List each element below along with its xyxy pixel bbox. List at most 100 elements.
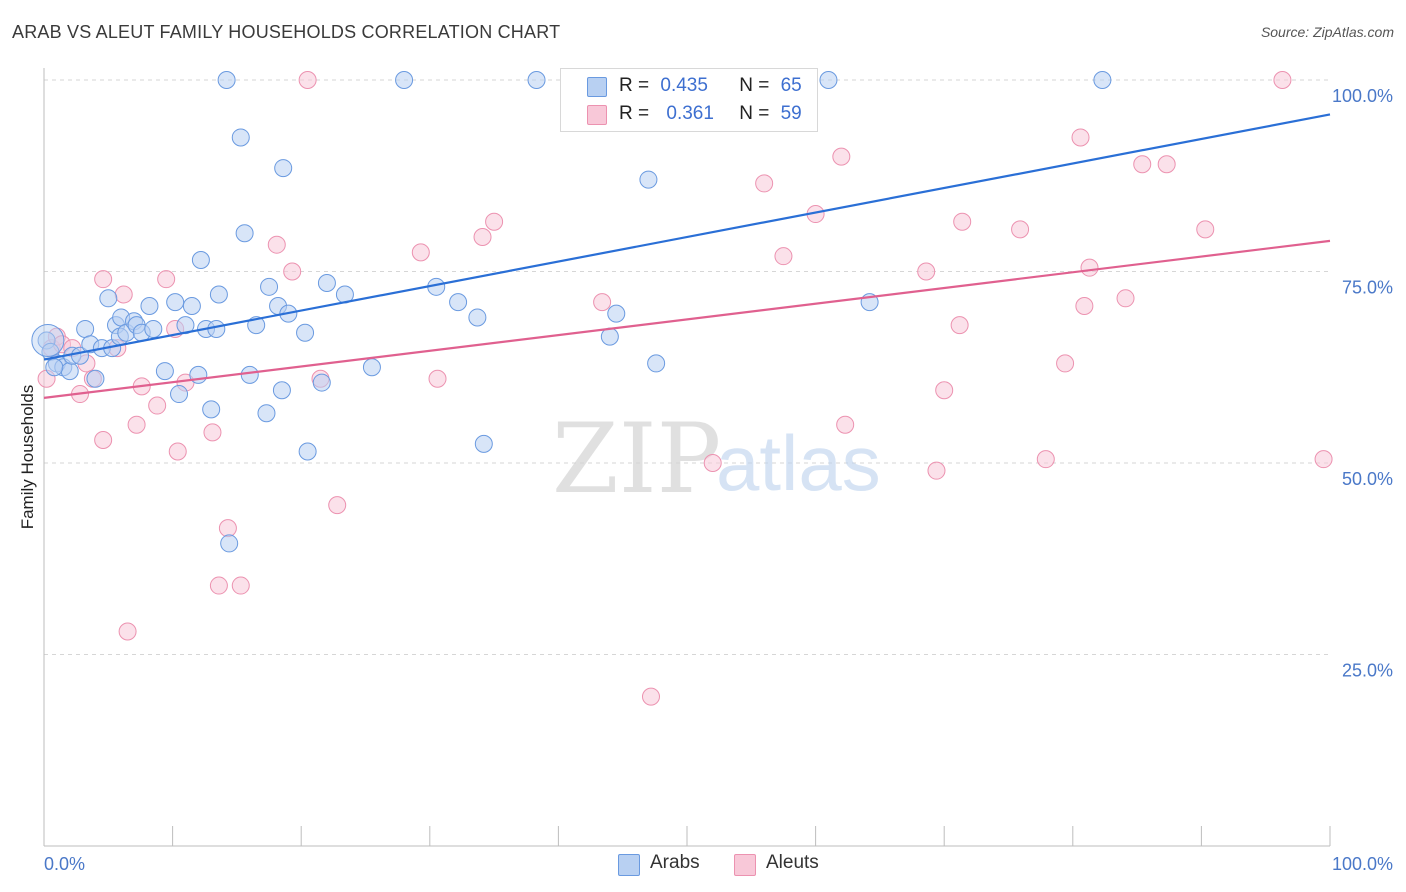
aleuts-point-49 xyxy=(1056,354,1075,373)
arabs-point-26 xyxy=(182,296,201,315)
arabs-point-58 xyxy=(607,304,626,323)
arabs-point-46 xyxy=(298,442,317,461)
arabs-point-21 xyxy=(144,319,163,338)
series-aleuts-points xyxy=(37,71,1333,706)
chart-title: ARAB VS ALEUT FAMILY HOUSEHOLDS CORRELAT… xyxy=(12,22,561,42)
arabs-point-54 xyxy=(468,308,487,327)
arabs-point-11 xyxy=(99,289,118,308)
watermark-atlas: atlas xyxy=(716,419,881,507)
aleuts-point-31 xyxy=(473,228,492,247)
arabs-cluster-point xyxy=(31,323,65,357)
aleuts-point-57 xyxy=(1273,71,1292,89)
legend-r-value-aleuts: 0.361 xyxy=(666,103,714,124)
aleuts-point-15 xyxy=(148,396,167,415)
arabs-point-48 xyxy=(317,273,336,292)
arabs-point-36 xyxy=(235,224,254,243)
x-ticks xyxy=(43,826,1331,846)
arabs-point-60 xyxy=(647,354,666,373)
x-tick-label-1: 100.0% xyxy=(1332,854,1393,874)
bottom-legend-swatch-arabs xyxy=(618,854,640,876)
legend-n-value-aleuts: 59 xyxy=(780,103,802,124)
aleuts-point-32 xyxy=(485,212,504,231)
aleuts-point-21 xyxy=(218,519,237,538)
legend-n-label: N = xyxy=(739,103,770,124)
arabs-point-51 xyxy=(395,71,414,89)
arabs-point-20 xyxy=(140,296,159,315)
aleuts-point-20 xyxy=(203,423,222,442)
aleuts-point-38 xyxy=(774,247,793,266)
aleuts-point-13 xyxy=(127,415,146,434)
trend-lines xyxy=(43,113,1331,399)
aleuts-point-53 xyxy=(1116,289,1135,308)
x-tick-label-0: 0.0% xyxy=(44,854,85,874)
aleuts-point-16 xyxy=(157,270,176,289)
arabs-point-59 xyxy=(639,170,658,189)
arabs-point-24 xyxy=(170,385,189,404)
arabs-point-28 xyxy=(191,251,210,270)
aleuts-point-29 xyxy=(411,243,430,262)
aleuts-point-46 xyxy=(953,212,972,231)
aleuts-point-27 xyxy=(328,496,347,515)
aleuts-point-45 xyxy=(950,316,969,335)
aleuts-point-48 xyxy=(1036,450,1055,469)
arabs-point-56 xyxy=(527,71,546,89)
series-arabs-points xyxy=(31,71,1112,553)
arabs-point-55 xyxy=(474,434,493,453)
aleuts-trend-line xyxy=(43,239,1331,399)
arabs-point-40 xyxy=(260,277,279,296)
y-tick-label-3: 100.0% xyxy=(1332,86,1393,106)
legend-r-label: R = xyxy=(619,103,650,124)
aleuts-point-51 xyxy=(1075,296,1094,315)
aleuts-point-11 xyxy=(114,285,133,304)
legend-r-value-arabs: 0.435 xyxy=(660,75,708,96)
aleuts-point-30 xyxy=(428,369,447,388)
aleuts-point-23 xyxy=(231,576,250,595)
aleuts-point-56 xyxy=(1196,220,1215,239)
bottom-legend-swatch-aleuts xyxy=(734,854,756,876)
arabs-point-50 xyxy=(362,358,381,377)
bottom-legend-label-aleuts: Aleuts xyxy=(766,852,819,873)
aleuts-point-44 xyxy=(935,381,954,400)
aleuts-point-33 xyxy=(593,293,612,312)
arabs-point-22 xyxy=(155,362,174,381)
watermark-zip: ZIP xyxy=(552,403,721,515)
arabs-point-33 xyxy=(217,71,236,89)
aleuts-point-8 xyxy=(94,270,113,289)
arabs-point-30 xyxy=(202,400,221,419)
y-tick-label-2: 75.0% xyxy=(1342,278,1393,298)
aleuts-point-24 xyxy=(267,235,286,254)
arabs-point-45 xyxy=(296,323,315,342)
y-tick-label-1: 50.0% xyxy=(1342,469,1393,489)
arabs-point-63 xyxy=(1093,71,1112,89)
arabs-point-57 xyxy=(600,327,619,346)
arabs-point-4 xyxy=(60,362,79,381)
aleuts-point-25 xyxy=(283,262,302,281)
aleuts-point-47 xyxy=(1011,220,1030,239)
arabs-point-42 xyxy=(272,381,291,400)
arabs-trend-line xyxy=(43,113,1331,361)
legend-swatch-aleuts xyxy=(587,105,607,125)
arabs-point-47 xyxy=(312,373,331,392)
aleuts-point-40 xyxy=(832,147,851,166)
arabs-point-39 xyxy=(257,404,276,423)
arabs-point-64 xyxy=(45,358,64,377)
aleuts-point-43 xyxy=(917,262,936,281)
aleuts-point-52 xyxy=(1080,258,1099,277)
aleuts-point-12 xyxy=(118,622,137,641)
arabs-point-32 xyxy=(209,285,228,304)
bottom-legend-label-arabs: Arabs xyxy=(650,852,700,873)
aleuts-point-35 xyxy=(703,454,722,472)
aleuts-point-50 xyxy=(1071,128,1090,147)
aleuts-point-55 xyxy=(1157,155,1176,174)
source-credit: Source: ZipAtlas.com xyxy=(1260,24,1394,40)
y-axis-title: Family Households xyxy=(18,385,37,530)
y-tick-label-0: 25.0% xyxy=(1342,661,1393,681)
aleuts-point-22 xyxy=(209,576,228,595)
aleuts-point-28 xyxy=(298,71,317,89)
arabs-point-37 xyxy=(240,365,259,384)
legend-n-value-arabs: 65 xyxy=(780,75,802,96)
arabs-point-23 xyxy=(166,293,185,312)
arabs-point-7 xyxy=(76,319,95,338)
legend-swatch-arabs xyxy=(587,77,607,97)
